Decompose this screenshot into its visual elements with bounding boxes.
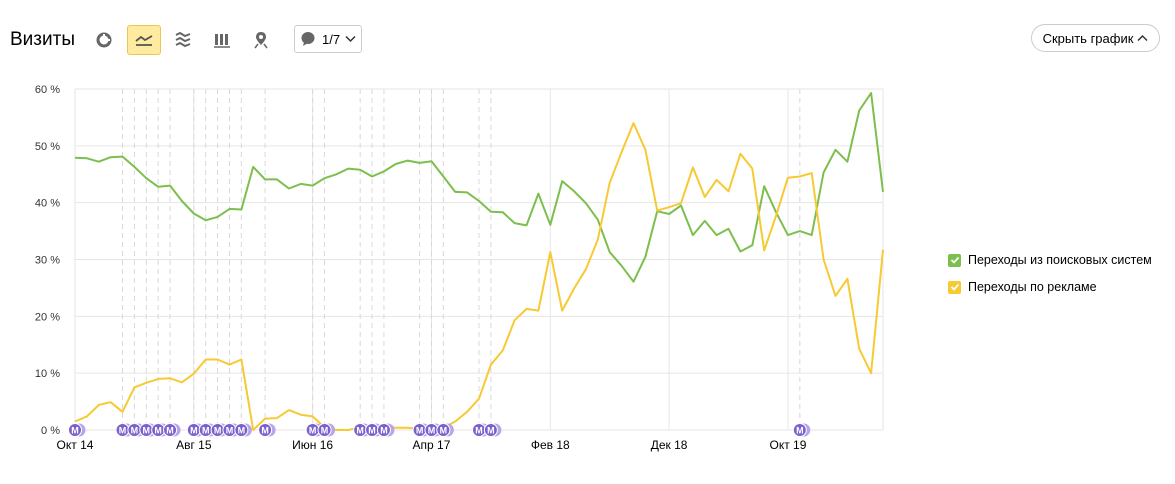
chevron-down-icon <box>345 35 356 43</box>
y-tick-label: 10 % <box>35 368 60 380</box>
x-tick-label: Фев 18 <box>531 438 570 452</box>
annotation-label: М <box>487 426 495 436</box>
map-icon <box>254 32 268 49</box>
annotation-marker <box>483 423 498 437</box>
annotation-label: М <box>119 426 127 436</box>
line-chart-button[interactable] <box>127 25 161 55</box>
annotation-marker <box>792 423 807 437</box>
y-tick-label: 20 % <box>35 311 60 323</box>
annotation-label: М <box>368 426 376 436</box>
annotation-marker <box>68 423 82 437</box>
annotation-label: М <box>226 426 234 436</box>
annotation-marker <box>317 423 332 437</box>
annotation-label: М <box>356 426 364 436</box>
segments-dropdown[interactable]: 1/7 <box>294 25 362 53</box>
x-tick-label: Дек 18 <box>651 438 688 452</box>
annotation-label: М <box>380 426 388 436</box>
annotation-label: М <box>309 426 317 436</box>
annotation-marker <box>376 423 391 437</box>
annotation-label: М <box>428 426 436 436</box>
x-tick-label: Авг 15 <box>176 438 212 452</box>
pie-chart-button[interactable] <box>87 25 121 55</box>
annotation-marker <box>163 423 178 437</box>
annotation-label: М <box>190 426 198 436</box>
series-line <box>74 92 884 283</box>
series-line <box>74 122 884 431</box>
area-chart-icon <box>175 31 191 48</box>
annotation-label: М <box>154 426 162 436</box>
y-tick-label: 30 % <box>35 255 60 267</box>
annotation-label: М <box>71 426 79 436</box>
y-tick-label: 40 % <box>35 198 60 210</box>
map-button[interactable] <box>244 25 278 55</box>
legend-label: Переходы по рекламе <box>968 280 1097 294</box>
annotation-label: М <box>166 426 174 436</box>
legend-item-search[interactable]: Переходы из поисковых систем <box>948 252 1152 268</box>
checkbox-icon[interactable] <box>948 280 961 294</box>
annotation-label: М <box>143 426 151 436</box>
y-tick-label: 60 % <box>35 84 60 96</box>
legend-item-ads[interactable]: Переходы по рекламе <box>948 279 1152 295</box>
annotation-label: М <box>475 426 483 436</box>
pie-chart-icon <box>96 32 112 48</box>
y-tick-label: 0 % <box>41 425 60 437</box>
annotation-label: М <box>796 426 804 436</box>
chevron-up-icon <box>1137 34 1148 42</box>
segments-count: 1/7 <box>322 31 341 47</box>
annotation-label: М <box>131 426 139 436</box>
column-chart-button[interactable] <box>205 25 239 55</box>
annotation-label: М <box>202 426 210 436</box>
annotation-marker <box>436 423 451 437</box>
x-tick-label: Окт 19 <box>769 438 806 452</box>
annotation-marker <box>234 423 249 437</box>
line-chart-icon <box>135 35 153 46</box>
column-chart-icon <box>214 34 230 48</box>
page-title: Визиты <box>10 29 75 50</box>
chart-legend: Переходы из поисковых систем Переходы по… <box>948 252 1152 306</box>
x-tick-label: Апр 17 <box>413 438 451 452</box>
legend-label: Переходы из поисковых систем <box>968 253 1152 267</box>
checkbox-icon[interactable] <box>948 253 961 267</box>
comment-icon <box>301 32 315 46</box>
x-tick-label: Июн 16 <box>292 438 333 452</box>
area-chart-button[interactable] <box>166 25 200 55</box>
x-tick-label: Окт 14 <box>57 438 94 452</box>
annotation-label: М <box>440 426 448 436</box>
annotation-label: М <box>416 426 424 436</box>
annotation-marker <box>258 423 273 437</box>
annotation-label: М <box>238 426 246 436</box>
annotation-label: М <box>214 426 222 436</box>
annotation-label: М <box>261 426 269 436</box>
y-tick-label: 50 % <box>35 141 60 153</box>
hide-chart-button[interactable]: Скрыть график <box>1031 24 1160 52</box>
hide-chart-label: Скрыть график <box>1042 30 1134 46</box>
annotation-label: М <box>321 426 329 436</box>
